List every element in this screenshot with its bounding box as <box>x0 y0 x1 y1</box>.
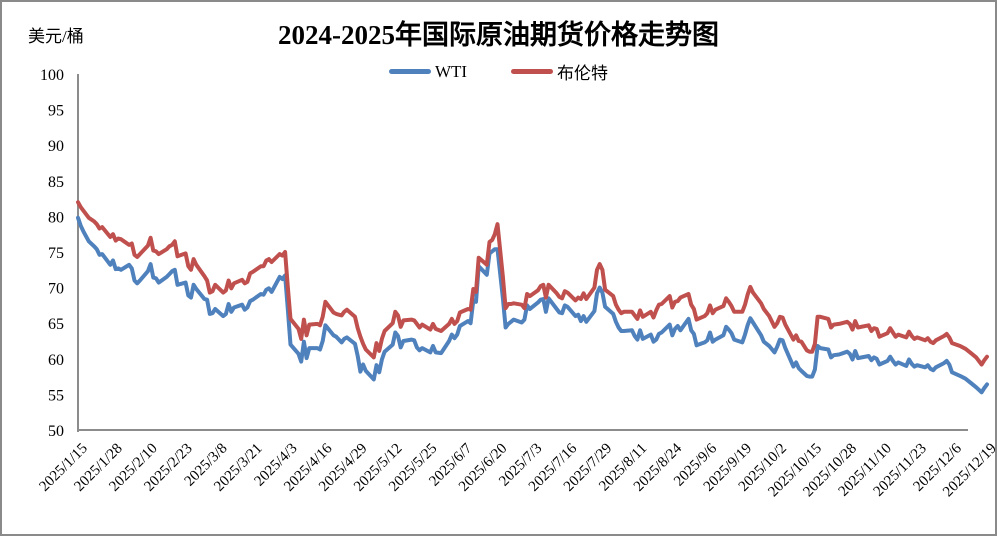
chart-title: 2024-2025年国际原油期货价格走势图 <box>278 20 719 50</box>
y-tick-label: 75 <box>48 245 64 262</box>
y-tick-label: 90 <box>48 138 64 155</box>
legend-label-brent: 布伦特 <box>557 64 609 83</box>
y-tick-label: 65 <box>48 316 64 333</box>
y-tick-label: 100 <box>40 67 64 84</box>
y-tick-label: 70 <box>48 281 64 298</box>
y-tick-label: 95 <box>48 103 64 120</box>
legend-label-wti: WTI <box>434 61 468 81</box>
wti-line-swatch-icon <box>388 69 431 74</box>
wti-line <box>76 215 989 395</box>
legend-item-brent: 布伦特 <box>511 59 608 84</box>
y-tick-label: 85 <box>48 174 64 191</box>
y-axis-unit-label: 美元/桶 <box>28 27 84 46</box>
brent-line-swatch-icon <box>511 69 554 74</box>
brent-line <box>76 200 989 367</box>
y-tick-label: 60 <box>48 352 64 369</box>
legend-item-wti: WTI <box>388 61 468 82</box>
legend: WTI 布伦特 <box>2 59 995 84</box>
y-tick-label: 80 <box>48 209 64 226</box>
y-tick-label: 50 <box>48 423 64 440</box>
y-tick-label: 55 <box>48 387 64 404</box>
